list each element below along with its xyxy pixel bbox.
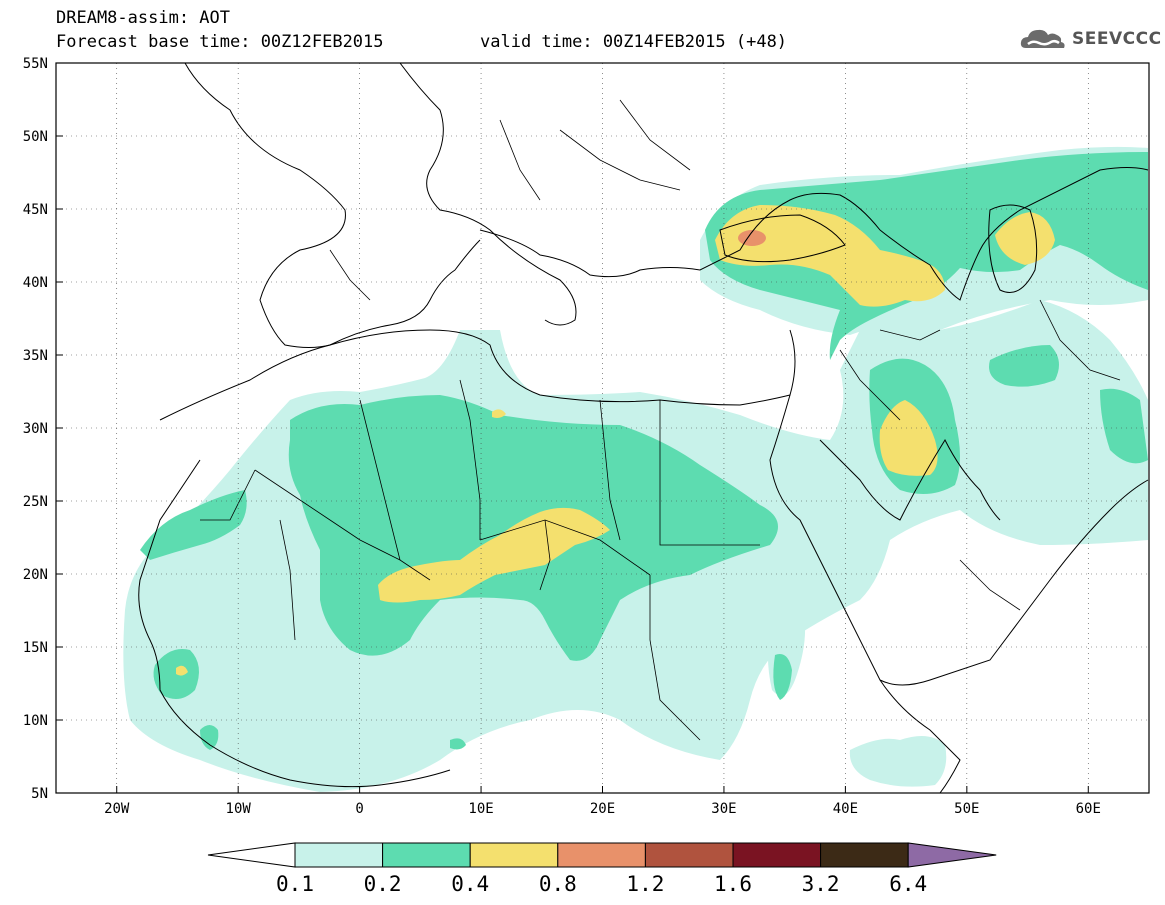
cloud-logo-icon (1020, 29, 1065, 48)
longitude-labels: 20W 10W 0 10E 20E 30E 40E 50E 60E (104, 786, 1101, 817)
colorbar-level-label: 0.1 (276, 872, 314, 896)
colorbar-labels: 0.1 0.2 0.4 0.8 1.2 1.6 3.2 6.4 (276, 872, 927, 896)
seevccc-logo: SEEVCCC (1018, 24, 1162, 54)
country-borders (200, 99, 1121, 741)
lon-label: 30E (711, 801, 736, 817)
lat-label: 15N (23, 640, 48, 656)
lat-label: 30N (23, 421, 48, 437)
lat-label: 50N (23, 129, 48, 145)
colorbar (207, 842, 997, 868)
aot-level-0.4 (176, 205, 1055, 676)
lon-label: 20E (590, 801, 615, 817)
lat-label: 5N (31, 786, 48, 802)
colorbar-level-label: 1.6 (714, 872, 752, 896)
colorbar-box (294, 842, 384, 868)
colorbar-over-triangle (907, 842, 997, 868)
logo-text: SEEVCCC (1072, 29, 1162, 49)
lat-label: 40N (23, 275, 48, 291)
lat-label: 20N (23, 567, 48, 583)
colorbar-box (382, 842, 471, 868)
colorbar-level-label: 0.8 (539, 872, 577, 896)
colorbar-level-label: 6.4 (889, 872, 927, 896)
colorbar-box (820, 842, 909, 868)
forecast-base-time: Forecast base time: 00Z12FEB2015 (56, 32, 384, 52)
colorbar-level-label: 1.2 (626, 872, 664, 896)
colorbar-under-triangle (207, 842, 296, 868)
lon-label: 10W (226, 801, 252, 817)
aot-field (123, 146, 1148, 792)
plot-title: DREAM8-assim: AOT (56, 8, 230, 28)
lat-label: 10N (23, 713, 48, 729)
colorbar-box (644, 842, 734, 868)
lat-label: 55N (23, 56, 48, 72)
lon-label: 60E (1076, 801, 1101, 817)
colorbar-box (469, 842, 559, 868)
colorbar-level-label: 0.4 (451, 872, 489, 896)
lon-label: 0 (355, 801, 363, 817)
lat-label: 35N (23, 348, 48, 364)
colorbar-box (557, 842, 646, 868)
lon-label: 50E (954, 801, 979, 817)
latitude-labels: 55N 50N 45N 40N 35N 30N 25N 20N 15N 10N 5N (23, 56, 63, 802)
valid-time: valid time: 00Z14FEB2015 (+48) (480, 32, 788, 52)
lon-label: 10E (468, 801, 493, 817)
colorbar-level-label: 3.2 (802, 872, 840, 896)
lon-label: 40E (833, 801, 858, 817)
lon-label: 20W (104, 801, 130, 817)
colorbar-box (732, 842, 822, 868)
lat-label: 25N (23, 494, 48, 510)
colorbar-level-label: 0.2 (364, 872, 402, 896)
lat-label: 45N (23, 202, 48, 218)
